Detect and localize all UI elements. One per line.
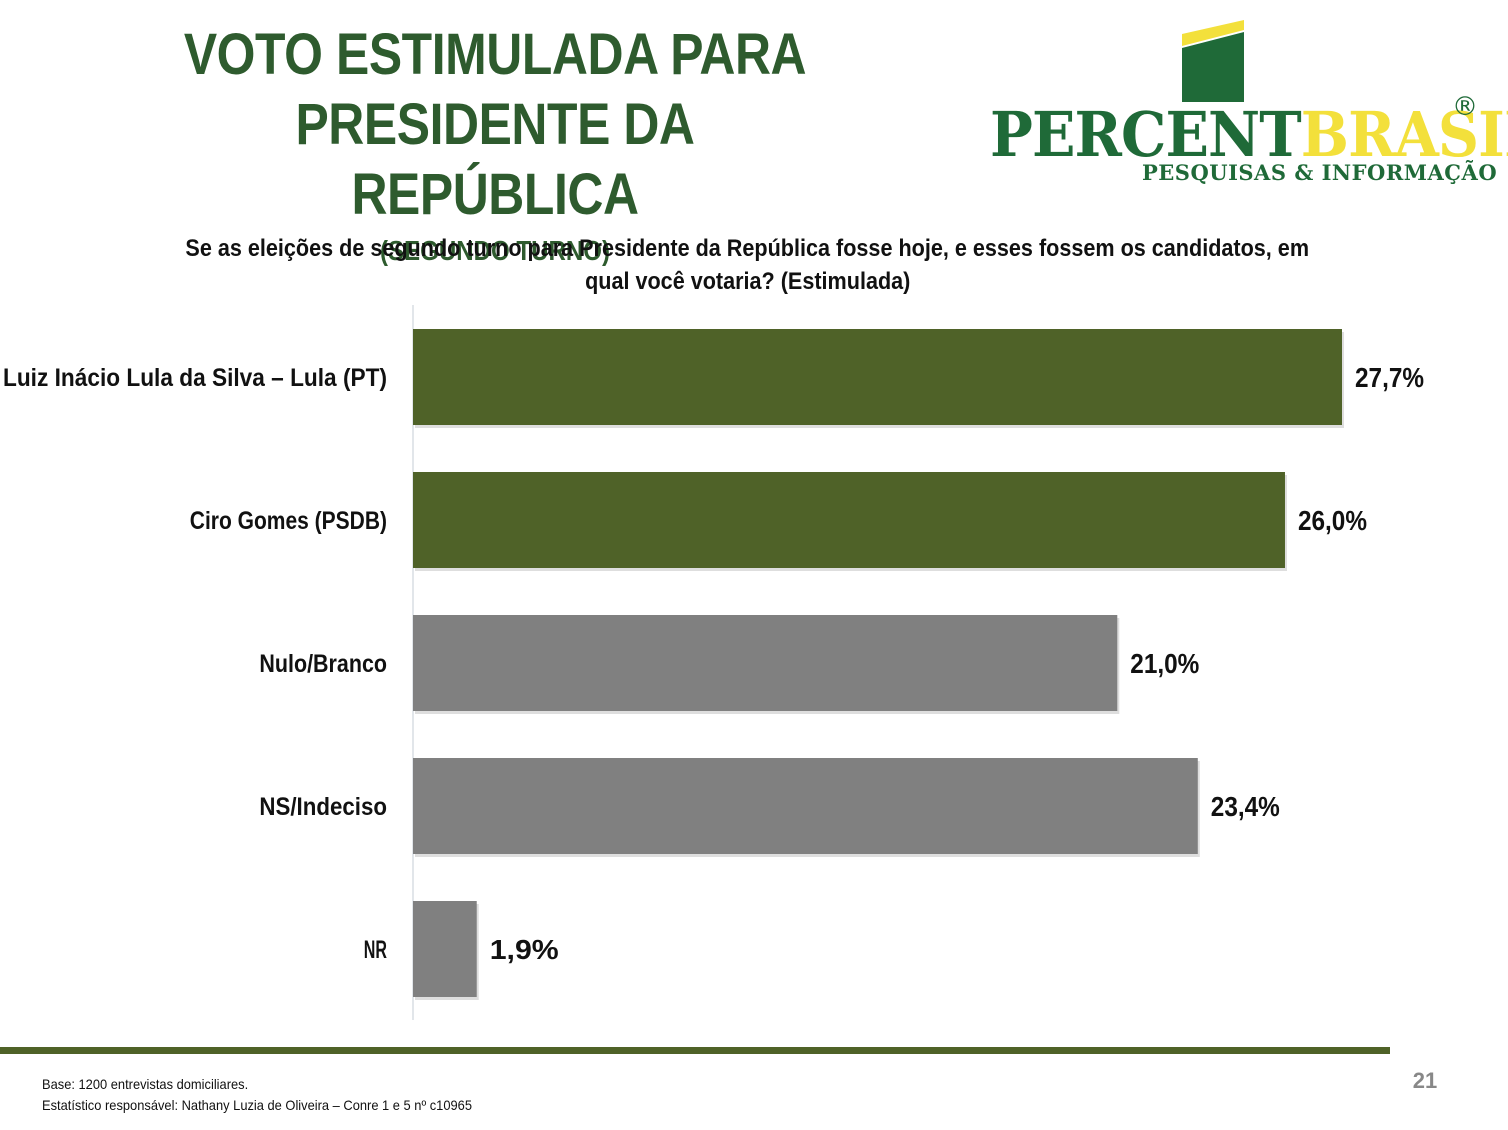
survey-question-line1: Se as eleições de segundo turno para Pre… (185, 235, 1310, 262)
data-label-3: 23,4% (1211, 791, 1280, 822)
survey-question-line2: qual você votaria? (Estimulada) (584, 268, 911, 295)
percentbrasil-logo: PERCENTBRASIL ® PESQUISAS & INFORMAÇÃO (990, 12, 1508, 197)
survey-question: Se as eleições de segundo turno para Pre… (100, 232, 1395, 298)
page-title-line1: VOTO ESTIMULADA PARA (183, 22, 807, 87)
data-label-1: 26,0% (1298, 505, 1367, 536)
bar-0 (413, 329, 1342, 425)
title-block: VOTO ESTIMULADA PARA PRESIDENTE DA REPÚB… (120, 20, 870, 268)
footnote-base: Base: 1200 entrevistas domiciliares. (42, 1076, 249, 1092)
data-label-4: 1,9% (490, 934, 559, 965)
footer-divider (0, 1047, 1390, 1054)
category-label-3: NS/Indeciso (259, 793, 387, 821)
bar-chart: Luiz Inácio Lula da Silva – Lula (PT) 27,… (3, 305, 1424, 1020)
footnote-statistician: Estatístico responsável: Nathany Luzia d… (42, 1097, 472, 1113)
logo-tagline: PESQUISAS & INFORMAÇÃO (1142, 160, 1498, 185)
logo-word-brasil: BRASIL (1300, 98, 1508, 171)
page-subtitle: (SEGUNDO TURNO) (379, 235, 611, 266)
bar-3 (413, 758, 1198, 854)
logo-word-percent: PERCENT (990, 98, 1302, 171)
page-number: 21 (1412, 1068, 1438, 1093)
logo-registered-mark: ® (1452, 92, 1478, 122)
category-label-4: NR (364, 936, 387, 964)
bar-2 (413, 615, 1118, 711)
data-label-0: 27,7% (1355, 362, 1424, 393)
category-label-1: Ciro Gomes (PSDB) (190, 507, 387, 535)
bar-4 (413, 901, 477, 997)
logo-wordmark: PERCENTBRASIL (990, 100, 1508, 170)
category-label-2: Nulo/Branco (259, 650, 387, 678)
footnote: Base: 1200 entrevistas domiciliares. Est… (42, 1074, 472, 1116)
logo-emblem-icon (1182, 20, 1244, 102)
data-label-2: 21,0% (1130, 648, 1199, 679)
category-label-0: Luiz Inácio Lula da Silva – Lula (PT) (3, 364, 387, 392)
bar-1 (413, 472, 1285, 568)
page-title-line2: PRESIDENTE DA REPÚBLICA (295, 92, 695, 227)
